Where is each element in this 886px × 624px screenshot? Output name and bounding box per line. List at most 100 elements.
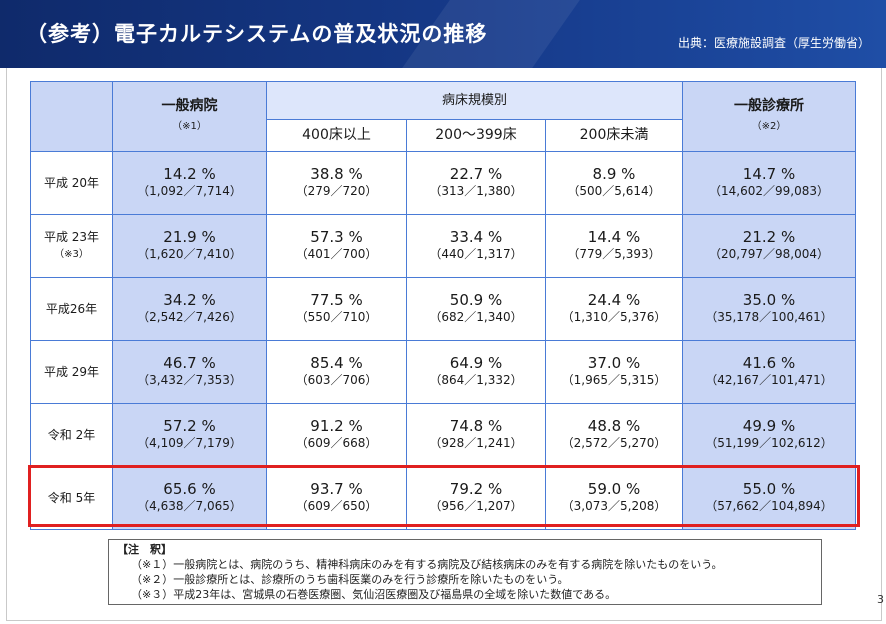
fraction-value: （1,620／7,410） xyxy=(137,247,242,261)
row-label-text: 令和 5年 xyxy=(47,490,96,505)
percent-value: 85.4 % xyxy=(310,354,363,372)
cell-general-hospital: 21.9 % （1,620／7,410） xyxy=(112,214,267,278)
cell-beds-200-399: 64.9 % （864／1,332） xyxy=(406,340,546,404)
percent-value: 57.3 % xyxy=(310,228,363,246)
fraction-value: （4,109／7,179） xyxy=(137,436,242,450)
general-hospital-label: 一般病院 xyxy=(161,98,218,114)
fraction-value: （603／706） xyxy=(295,373,378,387)
fraction-value: （2,572／5,270） xyxy=(561,436,667,450)
cell-beds-400-plus: 57.3 % （401／700） xyxy=(266,214,407,278)
fraction-value: （313／1,380） xyxy=(429,184,523,198)
percent-value: 55.0 % xyxy=(742,480,796,498)
cell-general-clinic: 55.0 % （57,662／104,894） xyxy=(682,466,856,530)
cell-general-clinic: 49.9 % （51,199／102,612） xyxy=(682,403,856,467)
ehr-adoption-table: 一般病院 （※1） 病床規模別 一般診療所 （※2） 400床以上 200～39… xyxy=(30,81,856,530)
fraction-value: （1,310／5,376） xyxy=(561,310,667,324)
cell-general-clinic: 41.6 % （42,167／101,471） xyxy=(682,340,856,404)
cell-general-hospital: 57.2 % （4,109／7,179） xyxy=(112,403,267,467)
percent-value: 65.6 % xyxy=(163,480,216,498)
cell-beds-400-plus: 91.2 % （609／668） xyxy=(266,403,407,467)
percent-value: 79.2 % xyxy=(449,480,503,498)
footnote-1: （※１）一般病院とは、病院のうち、精神科病床のみを有する病院及び結核病床のみを有… xyxy=(131,558,723,571)
page-number: 3 xyxy=(877,593,884,606)
fraction-value: （14,602／99,083） xyxy=(709,184,829,198)
header-banner: （参考）電子カルテシステムの普及状況の推移 出典：医療施設調査（厚生労働省） xyxy=(0,0,886,68)
row-label: 平成 23年 （※3） xyxy=(30,214,113,278)
row-label-text: 平成 29年 xyxy=(43,364,100,379)
cell-beds-400-plus: 38.8 % （279／720） xyxy=(266,151,407,215)
percent-value: 21.9 % xyxy=(163,228,216,246)
percent-value: 14.4 % xyxy=(587,228,641,246)
header-beds-400-plus: 400床以上 xyxy=(266,119,407,152)
fraction-value: （1,965／5,315） xyxy=(561,373,667,387)
percent-value: 8.9 % xyxy=(592,165,636,183)
header-general-hospital: 一般病院 （※1） xyxy=(112,81,267,152)
percent-value: 49.9 % xyxy=(742,417,796,435)
general-clinic-note: （※2） xyxy=(751,121,787,132)
percent-value: 41.6 % xyxy=(742,354,796,372)
cell-beds-200-399: 22.7 % （313／1,380） xyxy=(406,151,546,215)
fraction-value: （550／710） xyxy=(295,310,378,324)
percent-value: 74.8 % xyxy=(449,417,503,435)
percent-value: 77.5 % xyxy=(310,291,363,309)
table-row: 平成 29年 46.7 % （3,432／7,353） 85.4 % （603／70… xyxy=(30,340,856,404)
table-row-latest: 令和 5年 65.6 % （4,638／7,065） 93.7 % （609／650… xyxy=(30,466,856,530)
percent-value: 50.9 % xyxy=(449,291,503,309)
fraction-value: （928／1,241） xyxy=(429,436,523,450)
table-row: 平成 23年 （※3） 21.9 % （1,620／7,410） 57.3 % （4… xyxy=(30,214,856,278)
cell-general-hospital: 46.7 % （3,432／7,353） xyxy=(112,340,267,404)
row-label-text: 平成 23年 xyxy=(43,230,100,244)
percent-value: 93.7 % xyxy=(310,480,363,498)
fraction-value: （956／1,207） xyxy=(429,499,523,513)
fraction-value: （864／1,332） xyxy=(429,373,523,387)
fraction-value: （779／5,393） xyxy=(567,247,661,261)
fraction-value: （440／1,317） xyxy=(429,247,523,261)
table-row: 平成26年 34.2 % （2,542／7,426） 77.5 % （550／710… xyxy=(30,277,856,341)
fraction-value: （279／720） xyxy=(295,184,378,198)
percent-value: 21.2 % xyxy=(742,228,796,246)
cell-beds-200-399: 33.4 % （440／1,317） xyxy=(406,214,546,278)
cell-beds-under-200: 59.0 % （3,073／5,208） xyxy=(545,466,683,530)
general-hospital-note: （※1） xyxy=(172,121,207,132)
fraction-value: （35,178／100,461） xyxy=(705,310,833,324)
row-label: 平成 29年 xyxy=(30,340,113,404)
table-row: 平成 20年 14.2 % （1,092／7,714） 38.8 % （279／72… xyxy=(30,151,856,215)
table-row: 令和 2年 57.2 % （4,109／7,179） 91.2 % （609／668… xyxy=(30,403,856,467)
row-label-note: （※3） xyxy=(54,249,89,260)
cell-beds-400-plus: 77.5 % （550／710） xyxy=(266,277,407,341)
header-beds-under-200: 200床未満 xyxy=(545,119,683,152)
percent-value: 24.4 % xyxy=(587,291,641,309)
footnotes-box: 【注 釈】 （※１）一般病院とは、病院のうち、精神科病床のみを有する病院及び結核… xyxy=(108,539,822,605)
cell-beds-under-200: 24.4 % （1,310／5,376） xyxy=(545,277,683,341)
fraction-value: （2,542／7,426） xyxy=(137,310,242,324)
cell-beds-400-plus: 93.7 % （609／650） xyxy=(266,466,407,530)
cell-beds-under-200: 8.9 % （500／5,614） xyxy=(545,151,683,215)
cell-beds-400-plus: 85.4 % （603／706） xyxy=(266,340,407,404)
cell-general-hospital: 34.2 % （2,542／7,426） xyxy=(112,277,267,341)
fraction-value: （1,092／7,714） xyxy=(137,184,242,198)
row-label: 平成 20年 xyxy=(30,151,113,215)
fraction-value: （42,167／101,471） xyxy=(705,373,833,387)
row-label: 令和 2年 xyxy=(30,403,113,467)
fraction-value: （57,662／104,894） xyxy=(705,499,833,513)
fraction-value: （682／1,340） xyxy=(429,310,523,324)
cell-beds-200-399: 79.2 % （956／1,207） xyxy=(406,466,546,530)
percent-value: 14.7 % xyxy=(742,165,796,183)
page-title: （参考）電子カルテシステムの普及状況の推移 xyxy=(26,22,488,46)
percent-value: 48.8 % xyxy=(587,417,641,435)
row-label-text: 令和 2年 xyxy=(47,427,96,442)
footnotes-title: 【注 釈】 xyxy=(117,543,172,556)
fraction-value: （500／5,614） xyxy=(567,184,661,198)
cell-beds-200-399: 74.8 % （928／1,241） xyxy=(406,403,546,467)
row-label: 令和 5年 xyxy=(30,466,113,530)
cell-general-hospital: 14.2 % （1,092／7,714） xyxy=(112,151,267,215)
percent-value: 14.2 % xyxy=(163,165,216,183)
cell-beds-under-200: 37.0 % （1,965／5,315） xyxy=(545,340,683,404)
fraction-value: （609／668） xyxy=(295,436,378,450)
percent-value: 46.7 % xyxy=(163,354,216,372)
fraction-value: （20,797／98,004） xyxy=(709,247,829,261)
fraction-value: （3,073／5,208） xyxy=(561,499,667,513)
cell-beds-under-200: 48.8 % （2,572／5,270） xyxy=(545,403,683,467)
header-beds-200-399: 200～399床 xyxy=(406,119,546,152)
percent-value: 35.0 % xyxy=(742,291,796,309)
